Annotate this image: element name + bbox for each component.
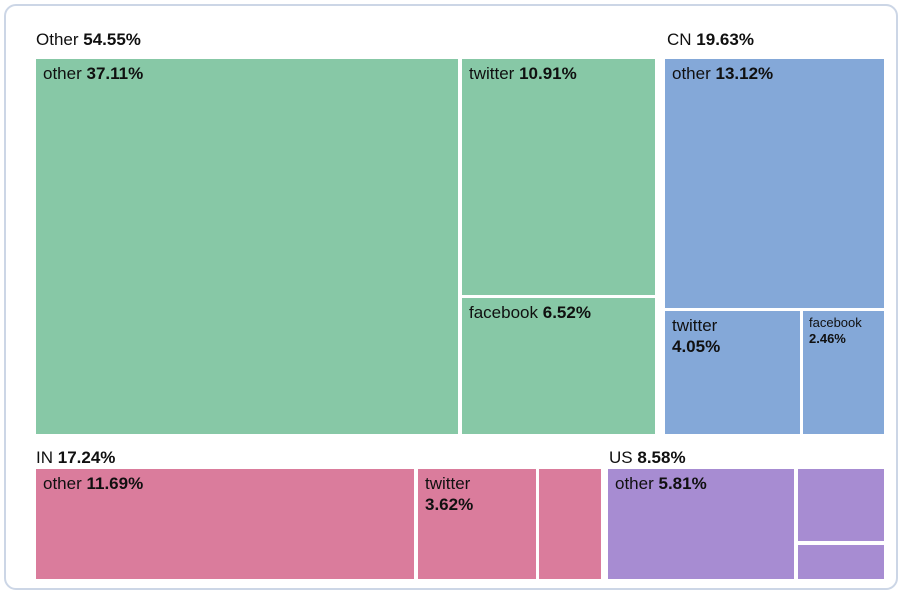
group-name: Other [36,30,79,49]
treemap-cell-in-unlabeled[interactable] [539,469,601,579]
cell-label: other 37.11% [43,64,144,83]
group-label-other: Other 54.55% [36,30,141,50]
treemap-cell-cn-twitter[interactable]: twitter 4.05% [665,311,800,434]
cell-label: twitter 4.05% [672,316,721,356]
cell-label: other 5.81% [615,474,707,493]
group-label-in: IN 17.24% [36,448,115,468]
treemap-cell-us-other[interactable]: other 5.81% [608,469,794,579]
group-percent: 54.55% [83,30,141,49]
treemap-cell-cn-facebook[interactable]: facebook 2.46% [803,311,884,434]
group-label-cn: CN 19.63% [667,30,754,50]
treemap-cell-other-other[interactable]: other 37.11% [36,59,458,434]
group-name: CN [667,30,692,49]
group-name: IN [36,448,53,467]
group-label-us: US 8.58% [609,448,686,468]
cell-label: other 11.69% [43,474,144,493]
group-name: US [609,448,633,467]
cell-label: twitter 3.62% [425,474,474,514]
treemap-cell-us-unlabeled-2[interactable] [798,545,884,579]
cell-label: facebook 2.46% [809,315,862,346]
treemap-chart: Other 54.55% CN 19.63% IN 17.24% US 8.58… [6,6,896,588]
treemap-cell-in-other[interactable]: other 11.69% [36,469,414,579]
cell-label: twitter 10.91% [469,64,577,83]
group-percent: 8.58% [637,448,686,467]
treemap-cell-in-twitter[interactable]: twitter 3.62% [418,469,536,579]
group-percent: 19.63% [696,30,754,49]
cell-label: other 13.12% [672,64,774,83]
treemap-cell-other-twitter[interactable]: twitter 10.91% [462,59,655,295]
group-percent: 17.24% [57,448,116,467]
treemap-cell-us-unlabeled-1[interactable] [798,469,884,541]
cell-label: facebook 6.52% [469,303,591,322]
treemap-cell-other-facebook[interactable]: facebook 6.52% [462,298,655,434]
treemap-cell-cn-other[interactable]: other 13.12% [665,59,884,308]
treemap-card: Other 54.55% CN 19.63% IN 17.24% US 8.58… [4,4,898,590]
